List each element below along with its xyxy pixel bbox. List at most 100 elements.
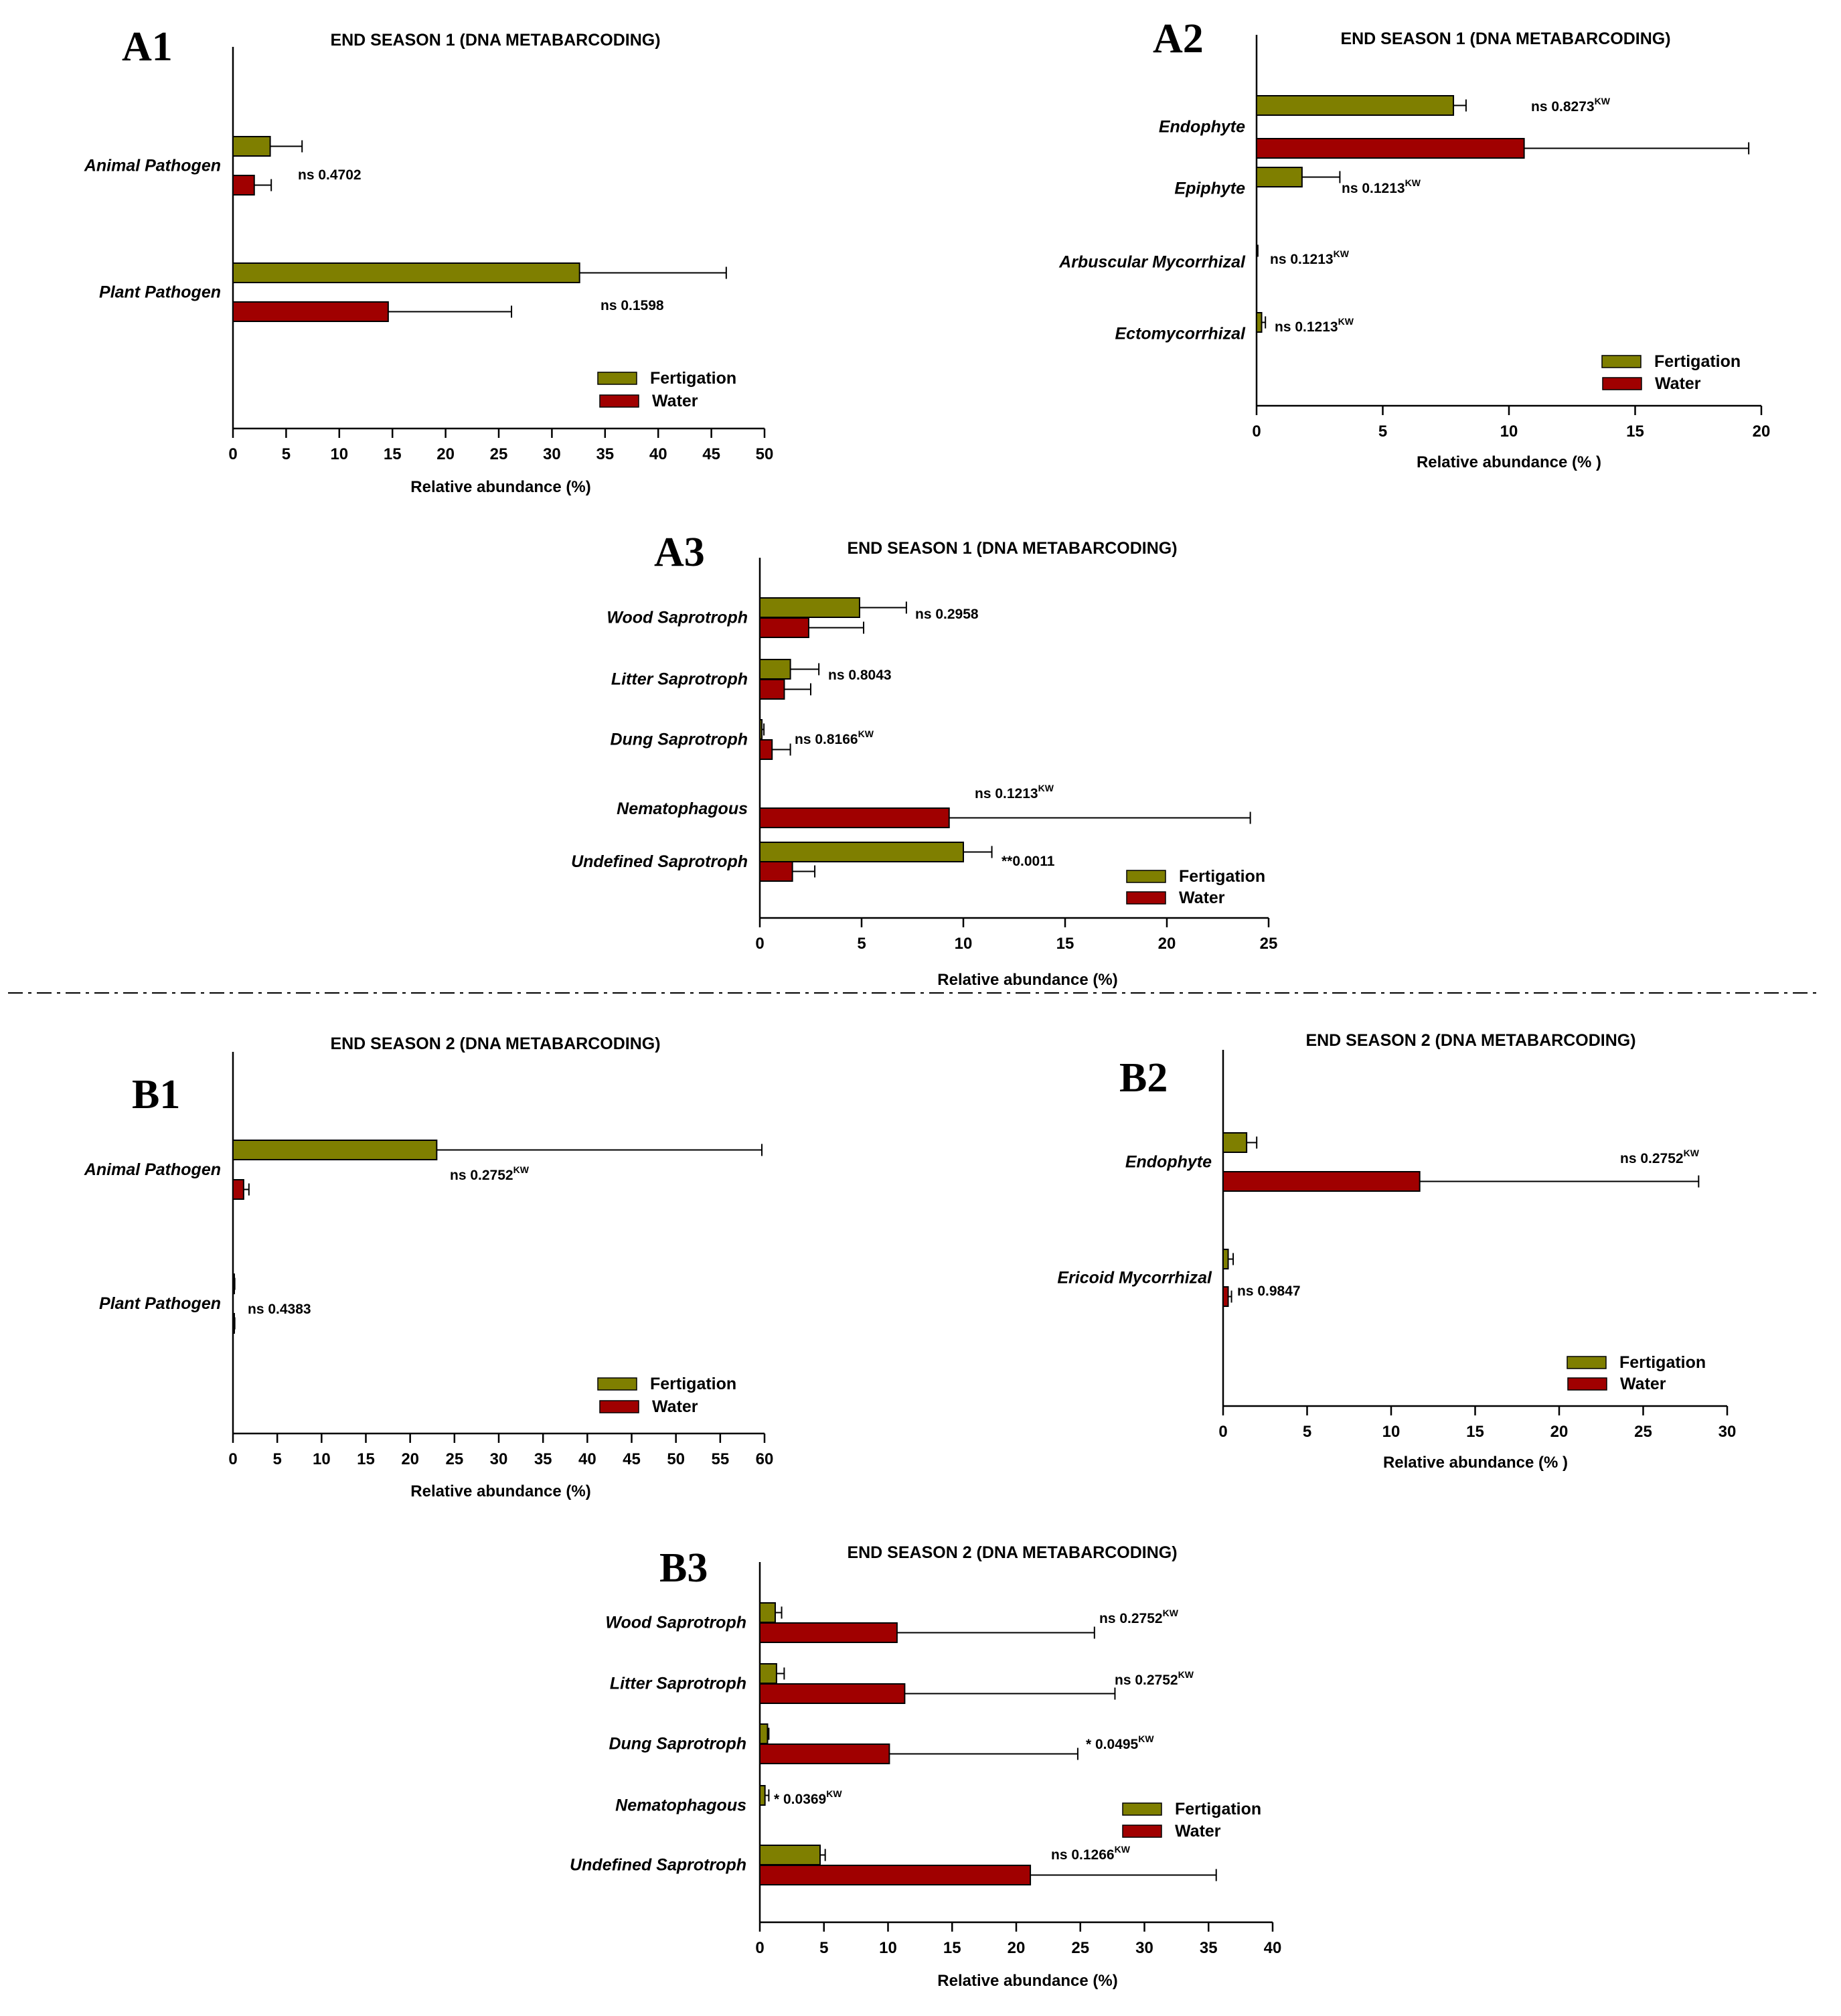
category-label: Plant Pathogen <box>99 283 221 302</box>
category-label: Ectomycorrhizal <box>1115 325 1246 343</box>
bar-fertigation <box>759 1663 777 1684</box>
category-label: Epiphyte <box>1174 179 1245 198</box>
legend-label-water: Water <box>1175 1822 1221 1841</box>
chart-b2: B2 END SEASON 2 (DNA METABARCODING) 0 5 10 15… <box>1057 1031 1736 1472</box>
bar-water <box>759 617 809 638</box>
significance-annotation: * 0.0369KW <box>774 1788 842 1807</box>
x-tick-label: 15 <box>943 1939 961 1957</box>
x-tick-label: 10 <box>1382 1423 1400 1441</box>
x-axis-label: Relative abundance (%) <box>410 478 590 496</box>
legend-swatch-water <box>599 1400 639 1413</box>
x-tick-label: 10 <box>955 935 973 953</box>
x-tick-label: 55 <box>711 1450 729 1468</box>
significance-annotation: ns 0.8043 <box>828 668 892 683</box>
bar-water <box>1222 1171 1421 1192</box>
x-axis-label: Relative abundance (%) <box>937 971 1117 989</box>
x-tick-label: 5 <box>819 1939 828 1957</box>
significance-annotation: ns 0.2752KW <box>1115 1669 1194 1688</box>
legend-swatch-fertigation <box>1567 1356 1607 1369</box>
category-label: Endophyte <box>1125 1153 1212 1172</box>
bar-fertigation <box>1256 167 1303 187</box>
bar-fertigation <box>759 1785 766 1806</box>
chart-title: END SEASON 1 (DNA METABARCODING) <box>1340 29 1670 48</box>
category-label: Dung Saprotroph <box>609 1735 746 1754</box>
significance-annotation: ns 0.1598 <box>601 298 664 313</box>
x-axis-label: Relative abundance (%) <box>410 1482 590 1500</box>
bar-fertigation <box>759 1845 821 1865</box>
legend-swatch-fertigation <box>1601 355 1642 368</box>
x-tick-label: 25 <box>490 445 508 463</box>
x-tick-label: 25 <box>1071 1939 1089 1957</box>
category-label: Litter Saprotroph <box>611 670 748 689</box>
x-tick-label: 10 <box>879 1939 897 1957</box>
legend-swatch-fertigation <box>597 372 637 385</box>
category-label: Wood Saprotroph <box>605 1614 746 1632</box>
significance-annotation: ns 0.8166KW <box>795 728 874 747</box>
x-axis-label: Relative abundance (% ) <box>1417 453 1601 471</box>
significance-annotation: ns 0.2752KW <box>450 1164 530 1183</box>
chart-a2: A2 END SEASON 1 (DNA METABARCODING) 0 5 10 15… <box>1058 16 1770 471</box>
x-tick-label: 35 <box>534 1450 552 1468</box>
legend-label-water: Water <box>1179 888 1225 907</box>
significance-annotation: ns 0.2958 <box>915 607 979 622</box>
x-tick-label: 25 <box>445 1450 463 1468</box>
significance-annotation: ns 0.2752KW <box>1099 1608 1179 1626</box>
significance-annotation: ns 0.2752KW <box>1620 1148 1700 1166</box>
category-label: Endophyte <box>1159 118 1245 137</box>
legend-swatch-water <box>1122 1825 1162 1838</box>
x-tick-label: 60 <box>756 1450 774 1468</box>
legend-label-water: Water <box>1620 1375 1666 1393</box>
bar-water <box>232 301 389 322</box>
x-tick-label: 5 <box>1303 1423 1311 1441</box>
chart-a1: A1 END SEASON 1 (DNA METABARCODING) 0 5 10 15… <box>84 24 774 496</box>
x-tick-label: 35 <box>1200 1939 1218 1957</box>
chart-title: END SEASON 2 (DNA METABARCODING) <box>330 1034 660 1053</box>
bar-fertigation <box>232 1140 438 1160</box>
bar-water <box>232 1179 244 1200</box>
bar-water <box>759 861 793 882</box>
x-tick-label: 0 <box>755 935 764 953</box>
significance-annotation: **0.0011 <box>1002 854 1055 869</box>
panel-label: A2 <box>1153 16 1204 62</box>
category-label: Animal Pathogen <box>84 1160 221 1179</box>
bar-fertigation <box>759 719 763 740</box>
chart-b3: B3 END SEASON 2 (DNA METABARCODING) 0 5 10 15… <box>570 1543 1281 1990</box>
legend-label-water: Water <box>652 1397 698 1416</box>
bar-water <box>759 1743 890 1764</box>
chart-title: END SEASON 1 (DNA METABARCODING) <box>330 31 660 50</box>
category-label: Animal Pathogen <box>84 157 221 175</box>
bar-fertigation <box>759 1602 776 1623</box>
panel-label: B1 <box>132 1072 180 1117</box>
category-label: Undefined Saprotroph <box>570 1856 746 1875</box>
chart-title: END SEASON 2 (DNA METABARCODING) <box>1305 1031 1635 1050</box>
x-tick-label: 20 <box>401 1450 419 1468</box>
category-label: Ericoid Mycorrhizal <box>1057 1269 1212 1288</box>
x-tick-label: 5 <box>1378 422 1387 441</box>
legend-label-water: Water <box>1655 374 1701 393</box>
x-tick-label: 30 <box>490 1450 508 1468</box>
significance-annotation: ns 0.8273KW <box>1531 96 1611 114</box>
x-tick-label: 20 <box>1550 1423 1569 1441</box>
legend-swatch-fertigation <box>597 1377 637 1391</box>
chart-b1: B1 END SEASON 2 (DNA METABARCODING) 0 5 10 15… <box>84 1034 774 1500</box>
bar-water <box>1222 1286 1229 1307</box>
bar-fertigation <box>232 262 580 283</box>
x-tick-label: 20 <box>436 445 455 463</box>
bar-water <box>759 1622 898 1643</box>
significance-annotation: ns 0.1213KW <box>1275 316 1354 335</box>
significance-annotation: ns 0.1213KW <box>975 783 1054 801</box>
x-tick-label: 0 <box>228 1450 237 1468</box>
legend-swatch-fertigation <box>1126 870 1166 883</box>
x-tick-label: 50 <box>667 1450 685 1468</box>
x-tick-label: 15 <box>1466 1423 1484 1441</box>
bar-water <box>1256 138 1525 159</box>
significance-annotation: ns 0.4383 <box>248 1302 311 1317</box>
x-tick-label: 45 <box>623 1450 641 1468</box>
x-tick-label: 25 <box>1260 935 1278 953</box>
category-label: Undefined Saprotroph <box>571 852 748 871</box>
x-tick-label: 20 <box>1753 422 1771 441</box>
x-tick-label: 10 <box>1500 422 1518 441</box>
x-tick-label: 0 <box>755 1939 764 1957</box>
bar-water <box>759 1865 1032 1885</box>
